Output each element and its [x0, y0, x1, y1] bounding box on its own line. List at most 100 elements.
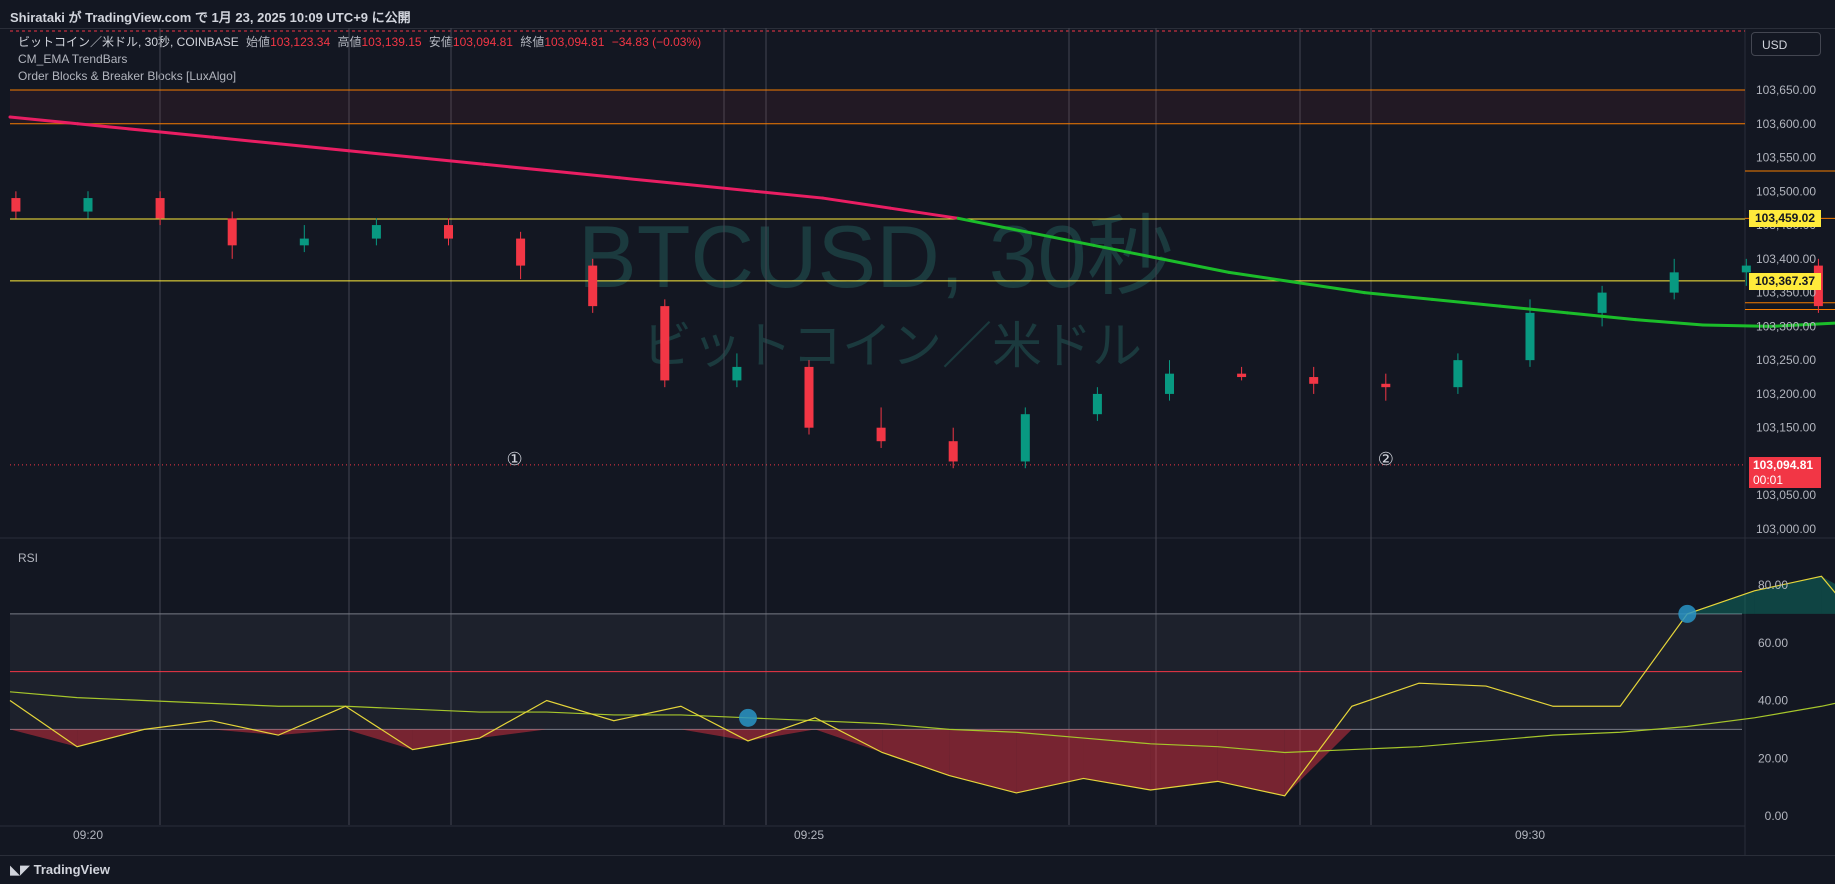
candle-body: [1020, 414, 1030, 462]
ema-segment: [8, 115, 80, 126]
price-tick-label: 103,300.00: [1756, 319, 1816, 333]
candle-body: [1525, 312, 1535, 361]
ema-segment: [1295, 280, 1366, 295]
rsi-cross-dot: [1678, 604, 1697, 623]
rsi-oversold-fill: [1083, 729, 1151, 791]
candle-body: [1741, 265, 1751, 273]
rsi-oversold-fill: [1284, 729, 1352, 796]
candle-body: [804, 366, 814, 428]
tradingview-logo[interactable]: ◣◤ TradingView: [10, 862, 110, 878]
ema-segment: [1159, 257, 1231, 274]
price-tick-label: 103,400.00: [1756, 252, 1816, 266]
rsi-oversold-fill: [1150, 729, 1218, 791]
rsi-pane-label[interactable]: RSI: [18, 551, 39, 565]
rsi-tick-label: 60.00: [1758, 636, 1788, 650]
bar-countdown: 00:01: [1753, 473, 1784, 487]
ema-segment: [1430, 297, 1502, 308]
rsi-oversold-fill: [748, 729, 816, 741]
price-tick-label: 103,600.00: [1756, 117, 1816, 131]
rsi-oversold-fill: [10, 729, 78, 747]
rsi-tick-label: 20.00: [1758, 751, 1788, 765]
candle-body: [299, 238, 309, 246]
price-tick-label: 103,250.00: [1756, 353, 1816, 367]
ema-segment: [347, 149, 418, 160]
ema-segment: [550, 169, 621, 180]
candle-body: [11, 198, 21, 212]
rsi-cross-dot: [739, 708, 758, 727]
ema-segment: [211, 135, 283, 146]
candle-body: [1669, 272, 1679, 293]
price-tag-level2: 103,367.37: [1749, 273, 1821, 290]
candle-body: [371, 225, 381, 239]
logo-icon: ◣◤: [10, 862, 34, 877]
low-label: 安値: [428, 35, 453, 49]
price-tick-label: 103,550.00: [1756, 151, 1816, 165]
candle-body: [516, 238, 526, 266]
marker-1: ①: [507, 449, 523, 470]
ema-segment: [1566, 311, 1637, 322]
rsi-oversold-fill: [211, 729, 279, 736]
current-price-value: 103,094.81: [1753, 458, 1814, 472]
ema-trend-line: [8, 115, 1835, 328]
chart-legend: ビットコイン／米ドル, 30秒, COINBASE 始値103,123.34 高…: [18, 34, 701, 85]
ema-segment: [1092, 243, 1163, 261]
candle-body: [588, 265, 598, 307]
rsi-oversold-fill: [345, 729, 413, 750]
price-tag-level1: 103,459.02: [1749, 210, 1821, 227]
ema-segment: [1227, 270, 1299, 284]
numbered-markers: ①②③④: [507, 449, 1394, 470]
rsi-oversold-fill: [479, 729, 547, 739]
open-value: 103,123.34: [270, 35, 331, 49]
price-tick-label: 103,500.00: [1756, 184, 1816, 198]
ema-segment: [1024, 230, 1096, 247]
time-tick-label: 09:25: [794, 828, 824, 842]
close-value: 103,094.81: [544, 35, 605, 49]
candle-body: [1597, 292, 1607, 313]
marker-2: ②: [1378, 449, 1394, 470]
candle-body: [1165, 373, 1174, 394]
footer-bar: ◣◤ TradingView: [0, 855, 1835, 884]
rsi-line: [9, 575, 1835, 797]
order-block-zone: [10, 90, 1745, 124]
ema-segment: [1701, 323, 1773, 328]
currency-selector[interactable]: USD: [1751, 32, 1821, 56]
rsi-oversold-fill: [1016, 729, 1084, 793]
rsi-overbought-fill: [1754, 576, 1822, 614]
change-value: −34.83 (−0.03%): [611, 35, 702, 49]
symbol-title[interactable]: ビットコイン／米ドル, 30秒, COINBASE: [18, 35, 239, 49]
ema-segment: [888, 206, 960, 220]
candle-body: [444, 225, 453, 239]
ema-segment: [617, 176, 689, 187]
candle-body: [732, 366, 742, 381]
time-tick-label: 09:30: [1515, 828, 1545, 842]
candle-body: [948, 441, 958, 462]
top-bar: Shirataki が TradingView.com で 1月 23, 202…: [0, 0, 1835, 29]
rsi-oversold-fill: [1217, 729, 1285, 796]
ema-segment: [414, 156, 486, 166]
candle-body: [1309, 377, 1319, 384]
chart-canvas[interactable]: 103,000.00103,050.00103,100.00103,150.00…: [0, 0, 1835, 855]
rsi-overbought-fill: [1821, 576, 1835, 614]
candlestick-series: [11, 191, 1823, 469]
price-tick-label: 103,150.00: [1756, 421, 1816, 435]
high-value: 103,139.15: [361, 35, 422, 49]
ema-segment: [685, 183, 757, 193]
rsi-tick-label: 40.00: [1758, 694, 1788, 708]
ema-segment: [1769, 321, 1835, 328]
ema-segment: [482, 162, 554, 173]
candle-body: [227, 218, 237, 246]
current-price-tag: 103,094.81 00:01: [1749, 457, 1821, 488]
ema-segment: [753, 189, 825, 200]
rsi-oversold-fill: [278, 729, 346, 736]
ema-segment: [821, 196, 892, 210]
rsi-pane: [9, 575, 1835, 797]
rsi-oversold-fill: [882, 729, 950, 776]
indicator-ema-trendbars[interactable]: CM_EMA TrendBars: [18, 52, 128, 66]
rsi-ma-line: [9, 691, 1835, 754]
price-tick-label: 103,650.00: [1756, 83, 1816, 97]
candle-body: [876, 427, 886, 442]
indicator-order-blocks[interactable]: Order Blocks & Breaker Blocks [LuxAlgo]: [18, 69, 237, 83]
candle-body: [1092, 393, 1102, 415]
open-label: 始値: [246, 35, 271, 49]
candle-body: [83, 198, 93, 212]
